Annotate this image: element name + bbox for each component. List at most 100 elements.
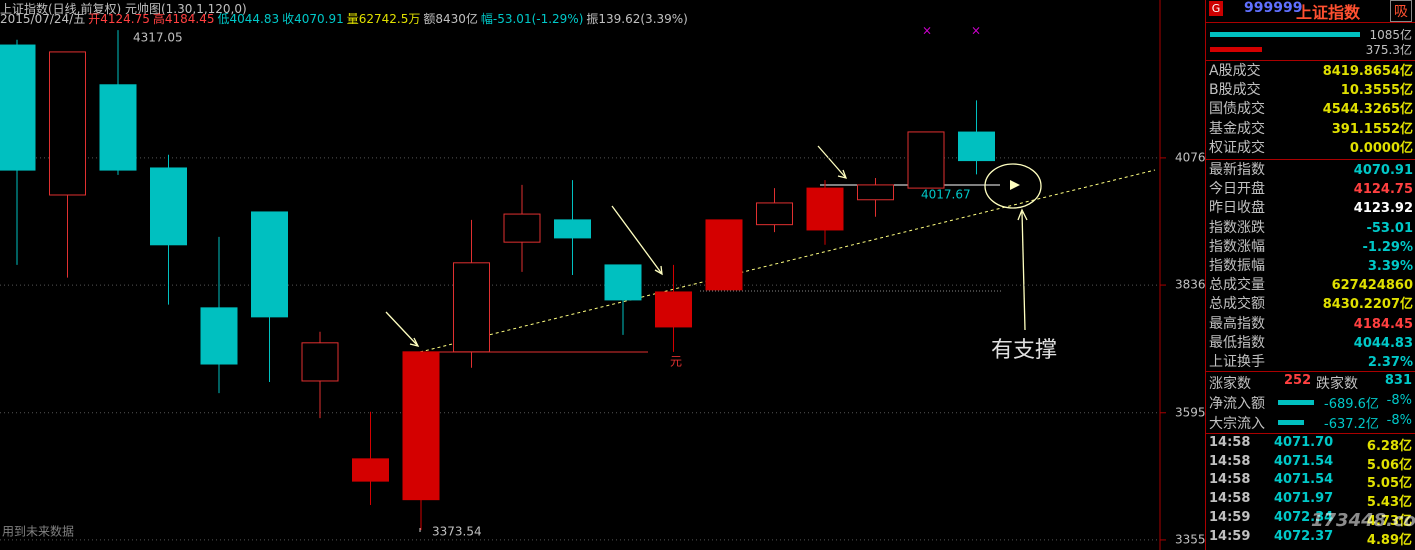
high-label: 4317.05 (133, 31, 183, 45)
row-value: 4544.3265亿 (1322, 102, 1413, 118)
candle-body (806, 187, 844, 231)
bar (1210, 47, 1262, 52)
header-item: 开4124.75 (88, 12, 150, 26)
flow-label: 大宗流入 (1209, 415, 1265, 432)
header-item: 量62742.5万 (346, 12, 421, 26)
stock-code: 999999 (1244, 0, 1303, 16)
row-value: 627424860 (1331, 278, 1413, 294)
breadth-value: 831 (1384, 373, 1412, 388)
candle-body (453, 262, 490, 353)
row-value: 0.0000亿 (1349, 140, 1413, 156)
row-value: 4184.45 (1353, 316, 1413, 332)
watermark: 173448.com (1311, 510, 1415, 531)
arrow-head (1010, 180, 1020, 190)
quote-row: 总成交额 8430.2207亿 (1209, 295, 1413, 314)
candle-body (200, 307, 238, 365)
quote-row: 总成交量 627424860 (1209, 276, 1413, 295)
row-label: 今日开盘 (1209, 181, 1265, 198)
ohlc-line: 2015/07/24/五 开4124.75 高4184.45 低4044.83 收407… (0, 10, 691, 27)
candle-body (554, 219, 591, 239)
candle-body (907, 131, 945, 189)
sep (1206, 159, 1415, 160)
flow-pct: -8% (1386, 412, 1412, 428)
row-label: 最低指数 (1209, 334, 1265, 351)
quote-row: B股成交 10.3555亿 (1209, 81, 1413, 100)
header-item: 额8430亿 (423, 12, 478, 26)
quote-row: 基金成交 391.1552亿 (1209, 120, 1413, 139)
low-label: 3373.54 (432, 525, 482, 539)
candle-body (705, 219, 743, 291)
quote-row: 国债成交 4544.3265亿 (1209, 100, 1413, 119)
row-value: -53.01 (1366, 220, 1413, 236)
y-tick-label: 4076 (1175, 150, 1205, 164)
candle-body (756, 202, 793, 226)
row-label: 指数涨幅 (1209, 238, 1265, 255)
row-label: 基金成交 (1209, 120, 1265, 137)
row-label: 上证换手 (1209, 354, 1265, 370)
candle-body (503, 213, 541, 243)
tick-price: 4072.34 (1274, 509, 1334, 525)
quote-row: 最高指数 4184.45 (1209, 315, 1413, 334)
flow-value: -637.2亿 (1324, 416, 1379, 432)
row-value: 3.39% (1367, 259, 1413, 274)
quote-row: 最新指数 4070.91 (1209, 161, 1413, 180)
tick-amount: 5.43亿 (1366, 495, 1412, 511)
row-label: B股成交 (1209, 82, 1261, 99)
future-note: 用到未来数据 (2, 524, 74, 539)
candle-body (150, 167, 187, 246)
candle-body (402, 351, 440, 501)
quote-row: 昨日收盘 4123.92 (1209, 199, 1413, 218)
tick-amount: 4.89亿 (1366, 532, 1412, 548)
trend-line (419, 169, 1156, 353)
candle-body (251, 211, 288, 318)
stock-name: 上证指数 (1296, 3, 1361, 22)
row-value: 8419.8654亿 (1322, 64, 1413, 79)
row-label: 指数涨跌 (1209, 219, 1265, 236)
tick-price: 4071.54 (1274, 453, 1334, 469)
quote-row: A股成交 8419.8654亿 (1209, 62, 1413, 81)
sep (1206, 371, 1415, 372)
flow-bar (1278, 400, 1314, 405)
quote-row: 今日开盘 4124.75 (1209, 180, 1413, 199)
sep (1206, 22, 1415, 23)
badge: G (1209, 1, 1223, 16)
chart: 有支撑 4017.67 4317.05 3373.54 元 用到未来数据 × ×… (0, 0, 1205, 550)
sep (1206, 433, 1415, 434)
row-label: 指数振幅 (1209, 258, 1265, 274)
tick-price: 4071.97 (1274, 491, 1334, 507)
tick-time: 14:58 (1209, 472, 1251, 488)
row-value: 2.37% (1367, 355, 1413, 370)
header-item: 高4184.45 (152, 12, 215, 26)
bar-label: 375.3亿 (1365, 43, 1412, 57)
button[interactable]: 吸 (1390, 0, 1412, 22)
tick-time: 14:58 (1209, 453, 1251, 469)
header-item: 收4070.91 (282, 12, 344, 26)
header-item: 低4044.83 (217, 12, 280, 26)
tick-amount: 5.06亿 (1366, 457, 1412, 473)
marker: × (971, 24, 981, 38)
row-label: 最新指数 (1209, 162, 1265, 178)
row-label: 昨日收盘 (1209, 200, 1265, 217)
candle-body (352, 458, 389, 482)
row-value: 391.1552亿 (1331, 121, 1413, 137)
row-value: 4044.83 (1353, 335, 1413, 351)
tick-amount: 6.28亿 (1366, 439, 1412, 454)
sep (1206, 60, 1415, 61)
candle-body (99, 84, 137, 171)
row-value: 4124.75 (1353, 182, 1413, 198)
quote-row: 指数涨幅 -1.29% (1209, 238, 1413, 257)
quote-row: 最低指数 4044.83 (1209, 334, 1413, 353)
y-tick-label: 3595 (1175, 405, 1205, 419)
quote-row: 权证成交 0.0000亿 (1209, 139, 1413, 158)
row-label: 总成交额 (1209, 296, 1265, 313)
quote-row: 指数涨跌 -53.01 (1209, 219, 1413, 238)
tick-price: 4071.54 (1274, 472, 1334, 488)
candle-body (958, 131, 995, 162)
quote-row: 上证换手 2.37% (1209, 353, 1413, 372)
flow-label: 净流入额 (1209, 396, 1265, 412)
bar (1210, 32, 1360, 37)
breadth-label: 涨家数 (1209, 376, 1251, 392)
y-tick-label: 3836 (1175, 278, 1205, 292)
row-value: 4123.92 (1353, 201, 1413, 217)
